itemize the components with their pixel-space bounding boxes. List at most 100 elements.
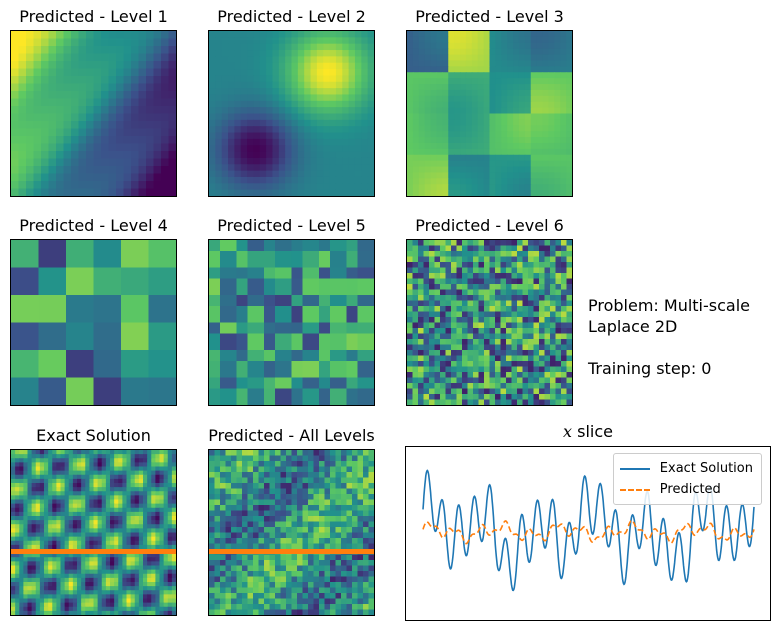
heatmap-cell — [323, 126, 331, 134]
heatmap-cell — [473, 361, 480, 368]
heatmap-cell — [101, 462, 107, 468]
heatmap-cell — [11, 361, 18, 368]
heatmap-cell — [242, 394, 249, 401]
heatmap-cell — [445, 394, 452, 401]
heatmap-cell — [342, 94, 350, 102]
heatmap-cell — [511, 273, 518, 280]
heatmap-cell — [154, 361, 161, 368]
heatmap-cell — [215, 107, 223, 115]
heatmap-cell — [354, 157, 362, 165]
heatmap-cell — [440, 273, 447, 280]
heatmap-cell — [363, 377, 370, 384]
heatmap-cell — [354, 138, 362, 146]
heatmap-cell — [354, 189, 362, 196]
heatmap-cell — [477, 54, 485, 62]
heatmap-cell — [524, 54, 532, 62]
heatmap-cell — [291, 344, 298, 351]
heatmap-cell — [132, 366, 139, 373]
heatmap-cell — [121, 322, 128, 329]
heatmap-cell — [48, 143, 57, 152]
heatmap-cell — [86, 53, 95, 62]
heatmap-cell — [86, 68, 95, 77]
heatmap-cell — [221, 31, 229, 38]
heatmap-cell — [528, 278, 535, 285]
heatmap-cell — [253, 322, 260, 329]
heatmap-cell — [473, 366, 480, 373]
heatmap-cell — [465, 137, 473, 144]
heatmap-cell — [27, 350, 34, 357]
heatmap-cell — [511, 300, 518, 307]
heatmap-cell — [412, 166, 420, 174]
heatmap-cell — [500, 328, 507, 335]
heatmap-cell — [258, 366, 265, 373]
heatmap-cell — [467, 256, 474, 263]
heatmap-cell — [99, 377, 106, 384]
heatmap-cell — [55, 372, 62, 379]
heatmap-cell — [159, 377, 166, 384]
heatmap-cell — [367, 183, 374, 191]
heatmap-cell — [533, 278, 540, 285]
heatmap-cell — [214, 339, 221, 346]
heatmap-cell — [335, 262, 342, 269]
heatmap-cell — [484, 350, 491, 357]
heatmap-cell — [316, 37, 324, 45]
heatmap-cell — [240, 113, 248, 121]
heatmap-cell — [126, 339, 133, 346]
heatmap-cell — [495, 137, 502, 144]
heatmap-cell — [436, 125, 443, 132]
heatmap-cell — [316, 164, 324, 172]
heatmap-cell — [436, 72, 443, 79]
heatmap-cell — [548, 113, 555, 120]
heatmap-cell — [335, 119, 343, 127]
heatmap-cell — [48, 83, 57, 92]
heatmap-cell — [489, 66, 496, 73]
heatmap-cell — [566, 190, 572, 196]
heatmap-cell — [304, 43, 312, 51]
heatmap-cell — [209, 245, 216, 252]
heatmap-cell — [27, 466, 33, 472]
heatmap-cell — [323, 183, 331, 191]
heatmap-cell — [220, 399, 227, 405]
heatmap-cell — [460, 95, 467, 103]
heatmap-cell — [297, 43, 305, 51]
heatmap-cell — [264, 273, 271, 280]
heatmap-cell — [346, 256, 353, 263]
heatmap-cell — [429, 377, 436, 384]
heatmap-cell — [77, 273, 84, 280]
heatmap-cell — [462, 267, 469, 274]
heatmap-cell — [291, 361, 298, 368]
heatmap-cell — [308, 295, 315, 302]
heatmap-cell — [153, 143, 162, 152]
heatmap-cell — [522, 300, 529, 307]
heatmap-cell — [209, 284, 216, 291]
heatmap-cell — [159, 322, 166, 329]
heatmap-cell — [291, 383, 298, 390]
heatmap-cell — [368, 262, 374, 269]
heatmap-cell — [500, 344, 507, 351]
heatmap-cell — [77, 240, 84, 247]
heatmap-cell — [367, 94, 374, 102]
heatmap-cell — [566, 399, 572, 405]
heatmap-cell — [56, 466, 62, 472]
heatmap-cell — [77, 478, 82, 484]
heatmap-cell — [297, 300, 304, 307]
heatmap-cell — [11, 466, 16, 472]
heatmap-cell — [234, 138, 242, 146]
heatmap-cell — [228, 62, 235, 70]
heatmap-cell — [48, 98, 57, 107]
heatmap-cell — [253, 256, 260, 263]
heatmap-cell — [478, 262, 485, 269]
heatmap-cell — [27, 474, 33, 480]
heatmap-cell — [93, 61, 102, 70]
heatmap-cell — [137, 333, 144, 340]
heatmap-cell — [500, 333, 507, 340]
heatmap-cell — [500, 372, 507, 379]
heatmap-cell — [66, 295, 73, 302]
heatmap-cell — [517, 306, 524, 313]
heatmap-cell — [451, 350, 458, 357]
heatmap-cell — [215, 100, 223, 108]
heatmap-cell — [154, 262, 161, 269]
heatmap-cell — [131, 106, 140, 115]
panel-level-4: Predicted - Level 4 — [10, 217, 177, 407]
heatmap-cell — [253, 240, 260, 247]
